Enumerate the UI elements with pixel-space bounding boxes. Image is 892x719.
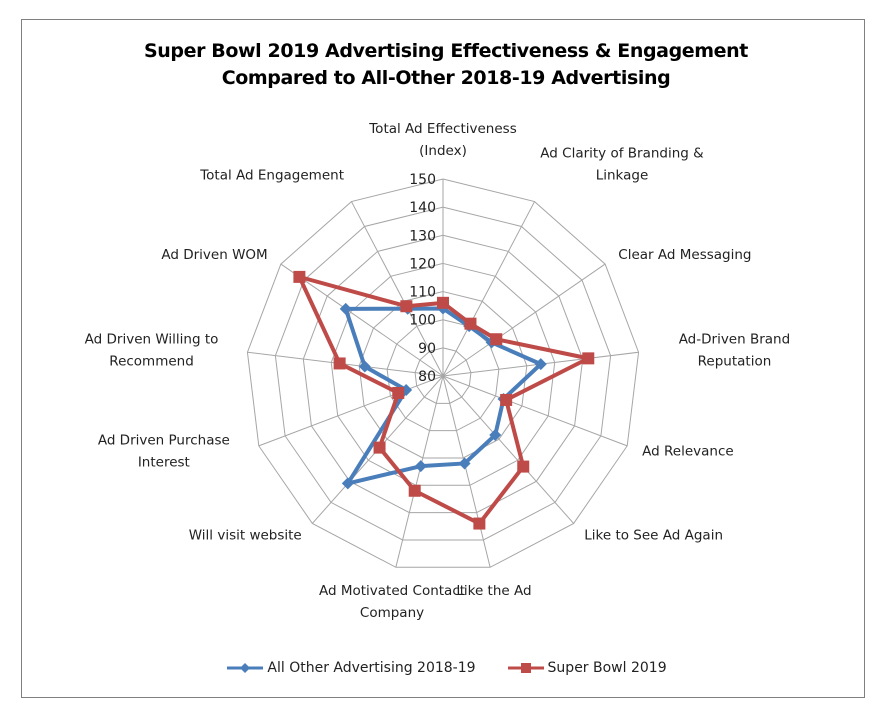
legend-item-all-other[interactable]: All Other Advertising 2018-19 — [225, 660, 476, 676]
axis-label-line: Linkage — [596, 167, 649, 183]
radial-tick-label: 130 — [409, 228, 436, 244]
grid-ring — [246, 178, 640, 568]
radial-tick-label: 80 — [418, 369, 436, 385]
chart-title: Super Bowl 2019 Advertising Effectivenes… — [0, 38, 892, 92]
axis-label-line: Reputation — [698, 353, 772, 369]
legend: All Other Advertising 2018-19 Super Bowl… — [0, 660, 892, 676]
axis-label-line: Ad Driven WOM — [161, 247, 267, 263]
chart-title-line-2: Compared to All-Other 2018-19 Advertisin… — [221, 67, 671, 89]
data-point-square — [293, 270, 306, 283]
legend-item-super-bowl[interactable]: Super Bowl 2019 — [506, 660, 667, 676]
data-point-diamond — [341, 477, 354, 490]
axis-label: Ad Relevance — [642, 444, 734, 460]
data-point-square — [500, 393, 513, 406]
data-point-diamond — [339, 302, 352, 315]
radial-tick-label: 120 — [409, 256, 436, 272]
grid-spoke — [280, 263, 444, 377]
axis-label: Ad Driven Purchase Interest — [98, 433, 230, 471]
radial-tick-label: 110 — [409, 285, 436, 301]
grid-ring — [302, 234, 584, 514]
axis-label: Like to See Ad Again — [584, 527, 723, 543]
chart-title-line-1: Super Bowl 2019 Advertising Effectivenes… — [144, 40, 748, 62]
axis-label: Ad Motivated Contact Company — [319, 583, 465, 621]
radial-tick-label: 150 — [409, 172, 436, 188]
data-point-diamond — [489, 428, 502, 441]
axis-label: Ad Driven WOM — [161, 247, 267, 263]
axis-label: Ad Driven Willing to Recommend — [85, 331, 219, 369]
data-point-square — [582, 352, 595, 365]
grid-spoke — [442, 263, 606, 377]
axis-label-line: Ad Driven Willing to — [85, 331, 219, 347]
axis-label-line: Company — [360, 605, 424, 621]
grid-spoke — [442, 375, 628, 447]
series-group — [293, 270, 595, 530]
data-point-diamond — [414, 460, 427, 473]
data-point-diamond — [358, 360, 371, 373]
radial-tick-label: 100 — [409, 313, 436, 329]
data-point-diamond — [458, 457, 471, 470]
axis-label-line: Ad Relevance — [642, 444, 734, 460]
axis-label-line: Total Ad Engagement — [199, 167, 344, 183]
axis-label-line: Ad-Driven Brand — [679, 331, 791, 347]
axis-label-line: Clear Ad Messaging — [618, 247, 751, 263]
axis-label-line: Ad Clarity of Branding & — [540, 145, 704, 161]
grid-ring — [358, 291, 528, 459]
axis-label-line: Will visit website — [189, 527, 302, 543]
data-point-square — [333, 357, 346, 370]
radar-grid — [246, 178, 640, 568]
data-point-square — [373, 441, 386, 454]
series-line — [343, 306, 543, 486]
data-point-square — [517, 460, 530, 473]
axis-label: Total Ad Engagement — [199, 167, 344, 183]
axis-label-line: Like to See Ad Again — [584, 527, 723, 543]
grid-spoke — [258, 375, 444, 447]
grid-spoke — [395, 375, 444, 568]
grid-spoke — [351, 201, 444, 377]
grid-ring — [330, 262, 556, 486]
legend-swatch-square-icon — [507, 663, 544, 673]
axis-label: Will visit website — [189, 527, 302, 543]
data-point-square — [490, 333, 503, 346]
axis-label-line: Ad Motivated Contact — [319, 583, 465, 599]
grid-spoke — [442, 375, 491, 568]
axis-label: Ad Clarity of Branding & Linkage — [540, 145, 704, 183]
axis-label: Ad-Driven Brand Reputation — [679, 331, 791, 369]
grid-ring — [414, 347, 472, 404]
grid-spoke — [442, 375, 575, 524]
data-point-square — [464, 317, 477, 330]
legend-swatch-diamond-icon — [227, 663, 264, 673]
legend-label-all-other: All Other Advertising 2018-19 — [267, 660, 476, 676]
axis-labels: Total Ad Effectiveness (Index) Ad Clarity … — [85, 121, 791, 621]
axis-label-line: Interest — [138, 455, 190, 471]
data-point-square — [437, 296, 449, 309]
radial-tick-labels: 80 90 100 110 120 130 140 150 — [409, 172, 436, 385]
data-point-square — [408, 484, 421, 497]
data-point-diamond — [534, 358, 547, 371]
data-point-square — [473, 517, 486, 530]
axis-label: Like the Ad — [456, 583, 531, 599]
grid-ring — [274, 206, 612, 541]
axis-label: Total Ad Effectiveness (Index) — [368, 121, 517, 159]
data-point-square — [400, 300, 413, 313]
legend-label-super-bowl: Super Bowl 2019 — [547, 660, 667, 676]
series-super-bowl — [293, 270, 595, 530]
radial-tick-label: 140 — [409, 200, 436, 216]
axis-label-line: (Index) — [419, 143, 467, 159]
grid-ring — [386, 319, 500, 432]
data-point-square — [392, 386, 405, 399]
series-line — [297, 274, 591, 526]
radial-tick-label: 90 — [418, 341, 436, 357]
axis-label: Clear Ad Messaging — [618, 247, 751, 263]
grid-spoke — [442, 201, 535, 377]
axis-label-line: Ad Driven Purchase — [98, 433, 230, 449]
axis-label-line: Total Ad Effectiveness — [368, 121, 517, 137]
axis-label-line: Recommend — [109, 353, 194, 369]
axis-label-line: Like the Ad — [456, 583, 531, 599]
